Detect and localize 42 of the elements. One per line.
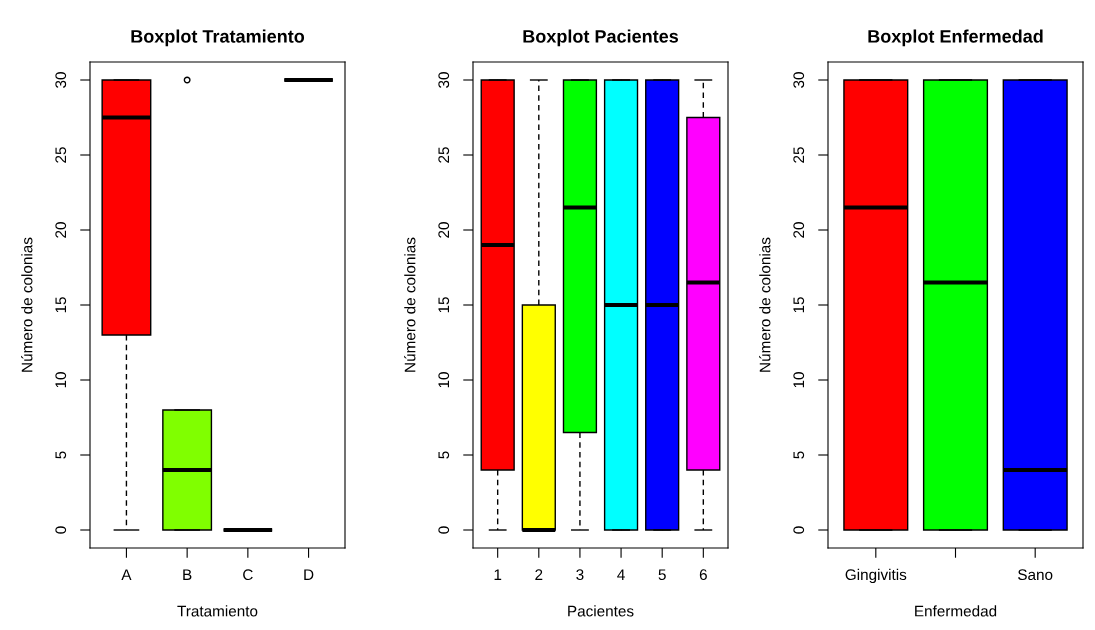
- y-tick-label: 25: [793, 147, 805, 163]
- y-tick-label: 5: [793, 451, 805, 459]
- y-tick-label: 0: [793, 526, 805, 534]
- y-tick-label: 15: [438, 297, 450, 313]
- x-tick-label: Gingivitis: [845, 568, 907, 584]
- x-tick-label: B: [183, 569, 192, 580]
- x-axis-title: Pacientes: [568, 605, 634, 617]
- y-tick-label: 25: [438, 147, 450, 163]
- y-tick-label: 0: [55, 526, 67, 534]
- x-tick-label: A: [121, 569, 132, 580]
- y-tick-label: 15: [55, 297, 67, 313]
- x-tick-label: C: [243, 569, 253, 581]
- y-tick-label: 20: [438, 222, 450, 238]
- y-tick-label: 15: [793, 297, 805, 313]
- y-tick-label: 30: [438, 72, 450, 88]
- x-tick-label: D: [304, 569, 314, 580]
- x-tick-label: 4: [617, 569, 625, 580]
- y-axis-title: Número de colonias: [759, 237, 771, 372]
- x-tick-label: 3: [576, 569, 584, 581]
- chart-title: Boxplot Pacientes: [523, 29, 679, 47]
- x-axis-title: Enfermedad: [915, 605, 997, 617]
- x-tick-label: 5: [658, 569, 666, 581]
- y-tick-label: 20: [55, 222, 67, 238]
- y-axis-title: Número de colonias: [21, 237, 33, 372]
- y-tick-label: 20: [793, 222, 805, 238]
- y-tick-label: 10: [55, 372, 67, 388]
- x-tick-label: 1: [494, 569, 502, 580]
- y-tick-label: 30: [55, 72, 67, 88]
- y-tick-label: 25: [55, 147, 67, 163]
- y-tick-label: 5: [55, 451, 67, 459]
- chart-title: Boxplot Tratamiento: [131, 29, 305, 47]
- x-axis-title: Tratamiento: [177, 605, 258, 617]
- y-tick-label: 30: [793, 72, 805, 88]
- x-tick-label: 6: [699, 569, 707, 581]
- x-tick-label: Sano: [1018, 569, 1053, 581]
- x-tick-label: 2: [535, 569, 543, 580]
- y-tick-label: 10: [793, 372, 805, 388]
- y-tick-label: 10: [438, 372, 450, 388]
- y-axis-title: Número de colonias: [404, 237, 416, 372]
- chart-title: Boxplot Enfermedad: [868, 29, 1043, 47]
- y-tick-label: 0: [438, 526, 450, 534]
- y-tick-label: 5: [438, 451, 450, 459]
